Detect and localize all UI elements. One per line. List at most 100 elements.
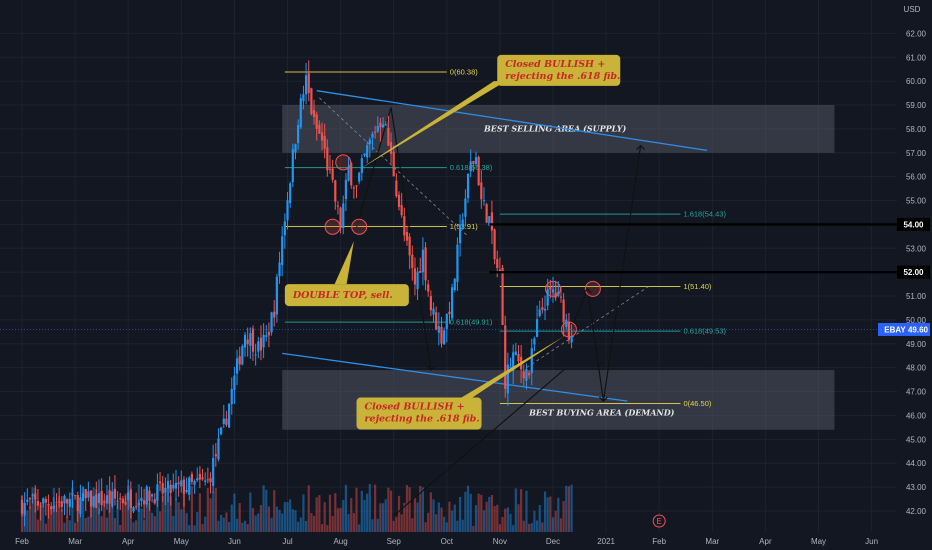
candle-body: [238, 356, 241, 365]
volume-bar: [153, 516, 156, 532]
candle-body: [201, 477, 204, 480]
volume-bar: [395, 516, 398, 532]
volume-bar: [493, 506, 496, 532]
volume-bar: [212, 491, 215, 532]
candle-body: [233, 375, 236, 391]
candle-body: [374, 131, 377, 133]
candle-body: [546, 289, 549, 306]
candle-body: [278, 262, 281, 277]
candle-body: [506, 364, 509, 394]
candle-body: [42, 498, 45, 504]
volume-bar: [220, 514, 223, 532]
candle-body: [525, 369, 528, 381]
volume-bar: [249, 492, 252, 532]
volume-bar: [458, 496, 462, 532]
y-tick-label: 43.00: [906, 483, 927, 492]
candle-body: [60, 501, 63, 507]
volume-bar: [448, 501, 451, 532]
volume-bar: [182, 491, 186, 532]
callout-pointer: [359, 81, 506, 170]
volume-bar: [26, 510, 29, 532]
volume-bar: [150, 512, 154, 532]
currency-label: USD: [904, 5, 921, 14]
candle-body: [336, 205, 340, 207]
volume-bar: [42, 502, 45, 532]
volume-bar: [543, 491, 547, 532]
horizontal-levels-layer: [0, 223, 897, 330]
candle-body: [485, 204, 488, 223]
candle-body: [89, 490, 93, 507]
volume-bar: [384, 499, 387, 532]
candle-body: [496, 259, 499, 269]
fib-level-label: 1(51.40): [683, 282, 711, 291]
callout-text-line1: Closed BULLISH +: [365, 402, 465, 413]
candle-body: [533, 338, 536, 345]
volume-bar: [350, 498, 353, 532]
volume-bar: [238, 503, 241, 532]
candle-body: [392, 152, 395, 177]
volume-bar: [177, 502, 180, 532]
candle-body: [79, 497, 82, 514]
volume-bar: [304, 520, 308, 532]
callout-box: [497, 54, 621, 86]
volume-bar: [512, 525, 515, 532]
candle-body: [488, 216, 491, 226]
candle-body: [259, 337, 263, 351]
volume-bar: [58, 496, 61, 532]
volume-bar: [241, 522, 244, 532]
volume-bar: [323, 502, 326, 532]
candle-body: [230, 388, 233, 405]
volume-bar: [169, 496, 172, 532]
candle-body: [281, 236, 284, 265]
candle-body: [477, 156, 480, 186]
candle-body: [543, 308, 547, 311]
y-tick-label: 50.00: [906, 316, 927, 325]
candle-body: [387, 127, 390, 146]
candle-body: [174, 482, 178, 489]
volume-bar: [464, 491, 467, 532]
volume-bar: [363, 500, 366, 532]
volume-bar: [209, 498, 212, 532]
zone-supply: [282, 105, 835, 153]
x-tick-label: Aug: [333, 537, 347, 546]
volume-bar: [135, 520, 138, 532]
volume-bar: [116, 502, 119, 532]
volume-bar: [190, 486, 194, 532]
candle-body: [557, 291, 560, 296]
candle-body: [111, 491, 114, 507]
fib-level-label: 0(60.38): [450, 68, 478, 77]
candle-body: [100, 490, 103, 506]
x-tick-label: Sep: [387, 537, 402, 546]
candle-body: [81, 493, 85, 502]
volume-bar: [71, 487, 74, 532]
x-tick-label: Feb: [15, 537, 29, 546]
y-tick-label: 60.00: [906, 77, 927, 86]
volume-bar: [501, 516, 504, 532]
horizontal-level-tag: 52.00: [903, 268, 924, 277]
candle-body: [445, 313, 448, 329]
candle-body: [23, 503, 26, 516]
x-tick-label: Mar: [705, 537, 719, 546]
volume-bar: [227, 522, 231, 532]
candle-body: [400, 205, 403, 216]
volume-bar: [318, 495, 321, 532]
volume-bar: [509, 513, 512, 532]
grid: [0, 0, 897, 532]
time-axis[interactable]: Feb Mar Apr May Jun Jul Aug Sep Oct Nov Dec 2021 Feb…: [0, 532, 897, 550]
volume-bar: [291, 509, 294, 532]
last-price-tag: 49.60: [908, 325, 929, 334]
volume-bar: [158, 511, 162, 532]
volume-bar: [358, 524, 361, 532]
volume-bar: [400, 514, 403, 532]
volume-bar: [482, 510, 486, 532]
volume-bar: [312, 515, 316, 532]
volume-bar: [562, 500, 565, 532]
candle-body: [419, 271, 422, 273]
price-axis[interactable]: USD 42.00 43.00 44.00 45.00 46.00 47.00 48.00 4…: [878, 0, 932, 550]
candle-body: [366, 145, 369, 158]
volume-bar: [28, 506, 32, 532]
volume-bar: [331, 515, 334, 532]
candle-body: [20, 499, 24, 514]
